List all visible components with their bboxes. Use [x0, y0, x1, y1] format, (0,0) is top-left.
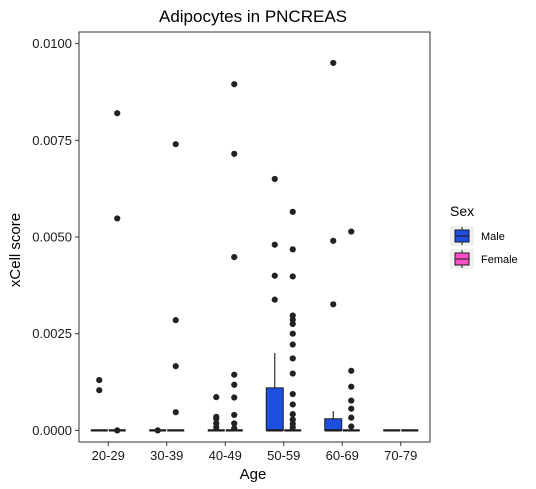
female-outlier: [289, 370, 296, 377]
female-outlier: [231, 411, 238, 419]
female-outlier: [289, 330, 296, 337]
female-outlier: [289, 424, 296, 431]
male-outlier: [213, 424, 220, 431]
x-tick-label: 40-49: [209, 448, 242, 463]
female-outlier: [348, 367, 355, 374]
female-outlier: [289, 355, 296, 362]
male-outlier: [330, 301, 337, 308]
female-outlier: [231, 381, 238, 388]
male-outlier: [271, 296, 278, 303]
plot-marks: [90, 59, 419, 434]
female-outlier: [348, 405, 355, 412]
female-outlier: [114, 427, 121, 434]
legend-label-female: Female: [481, 254, 518, 266]
legend-title: Sex: [450, 203, 474, 219]
y-tick-label: 0.0075: [32, 133, 72, 148]
female-outlier: [231, 394, 238, 401]
y-tick-label: 0.0025: [32, 326, 72, 341]
y-axis: 0.0000 0.0025 0.0050 0.0075 0.0100: [32, 36, 79, 438]
female-outlier: [289, 401, 296, 408]
female-outlier: [231, 425, 238, 432]
female-outlier: [348, 414, 355, 421]
male-box: [324, 418, 343, 431]
female-outlier: [289, 246, 296, 253]
female-outlier: [348, 383, 355, 390]
x-tick-label: 70-79: [384, 448, 417, 463]
female-outlier: [114, 215, 121, 222]
male-outlier: [96, 387, 103, 394]
male-outlier: [213, 415, 220, 422]
y-axis-title: xCell score: [7, 213, 24, 287]
female-outlier: [289, 312, 296, 319]
female-outlier: [289, 316, 296, 323]
female-outlier: [231, 254, 238, 261]
female-outlier: [172, 141, 179, 148]
male-outlier: [271, 272, 278, 279]
y-tick-label: 0.0100: [32, 36, 72, 51]
male-box: [265, 387, 284, 431]
female-outlier: [172, 409, 179, 416]
female-outlier: [289, 416, 296, 423]
male-outlier: [271, 241, 278, 248]
female-outlier: [172, 363, 179, 370]
female-outlier: [348, 228, 355, 235]
legend: Sex Male Female: [450, 203, 518, 269]
female-outlier: [289, 341, 296, 348]
plot-panel: [78, 31, 431, 443]
x-tick-label: 50-59: [267, 448, 300, 463]
chart-title: Adipocytes in PNCREAS: [159, 7, 347, 26]
female-outlier: [289, 208, 296, 215]
female-outlier: [289, 390, 296, 398]
male-outlier: [154, 427, 161, 434]
female-outlier: [289, 273, 296, 280]
x-axis-title: Age: [240, 466, 267, 483]
male-outlier: [96, 377, 103, 384]
male-outlier: [213, 394, 220, 401]
y-tick-label: 0.0000: [32, 423, 72, 438]
female-outlier: [348, 423, 355, 430]
female-outlier: [289, 411, 296, 418]
x-tick-label: 20-29: [92, 448, 125, 463]
female-outlier: [231, 371, 238, 378]
female-outlier: [231, 150, 238, 157]
male-outlier: [330, 237, 337, 244]
x-tick-label: 30-39: [150, 448, 183, 463]
x-axis: 20-29 30-39 40-49 50-59 60-69 70-79: [92, 442, 417, 463]
female-outlier: [231, 420, 238, 427]
female-outlier: [172, 317, 179, 324]
male-outlier: [330, 59, 337, 67]
female-outlier: [348, 397, 355, 404]
male-outlier: [271, 175, 278, 183]
x-tick-label: 60-69: [326, 448, 359, 463]
female-outlier: [114, 110, 121, 117]
y-tick-label: 0.0050: [32, 230, 72, 245]
legend-label-male: Male: [481, 231, 505, 243]
female-outlier: [231, 81, 238, 88]
female-outlier: [289, 320, 296, 328]
